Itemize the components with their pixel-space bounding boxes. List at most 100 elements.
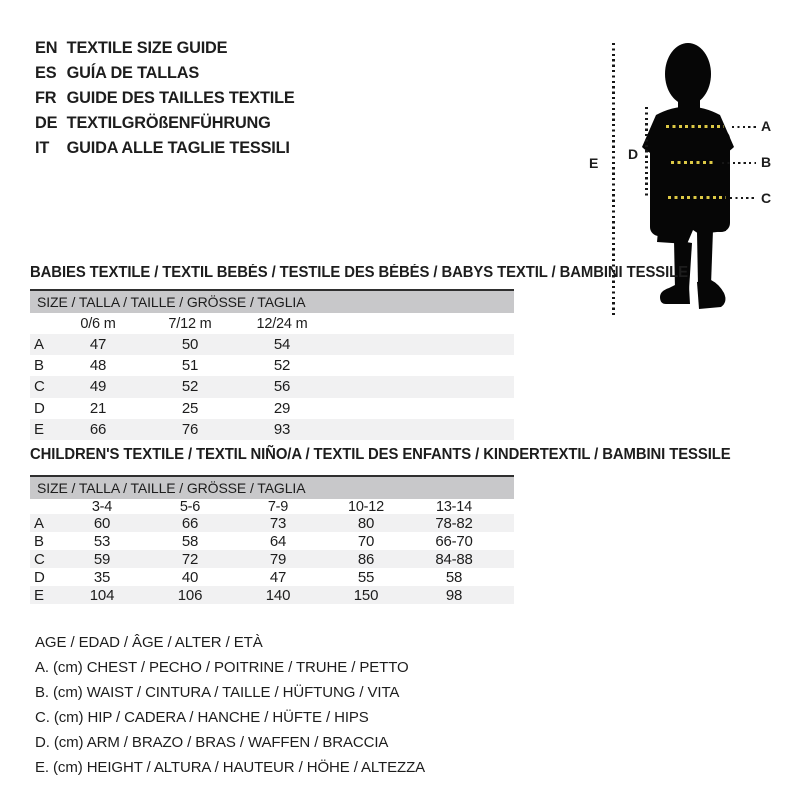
row-label: D (34, 399, 45, 417)
row-label: E (34, 586, 44, 604)
cell-value: 73 (269, 514, 287, 532)
table-row: E 66 76 93 (30, 418, 514, 440)
column-header: 3-4 (91, 498, 113, 515)
cell-value: 72 (181, 550, 199, 568)
table-row: B 53 58 64 70 66-70 (30, 532, 514, 550)
column-header: 0/6 m (80, 315, 116, 332)
table-row: D 21 25 29 (30, 398, 514, 419)
language-label: TEXTILGRÖßENFÜHRUNG (66, 112, 271, 132)
children-size-header-band: SIZE / TALLA / TAILLE / GRÖSSE / TAGLIA (30, 475, 514, 499)
row-label: E (34, 420, 44, 438)
legend-line: D. (cm) ARM / BRAZO / BRAS / WAFFEN / BR… (35, 734, 389, 751)
cell-value: 49 (89, 378, 107, 396)
hip-leader-line-c (730, 196, 754, 199)
height-measure-line-e (612, 43, 615, 318)
measure-label-e: E (589, 155, 599, 171)
table-row: A 47 50 54 (30, 334, 514, 356)
cell-value: 66-70 (435, 532, 473, 550)
cell-value: 29 (273, 399, 291, 417)
cell-value: 150 (353, 586, 379, 604)
cell-value: 98 (445, 586, 463, 604)
babies-column-header-row: 0/6 m 7/12 m 12/24 m (30, 313, 514, 334)
language-code: ES (35, 63, 57, 83)
cell-value: 54 (273, 336, 291, 354)
table-row: E 104 106 140 150 98 (30, 586, 514, 604)
children-column-header-row: 3-4 5-6 7-9 10-12 13-14 (30, 498, 514, 515)
row-label: A (34, 514, 44, 532)
cell-value: 70 (357, 532, 375, 550)
row-label: B (34, 532, 44, 550)
cell-value: 86 (357, 550, 375, 568)
cell-value: 64 (269, 532, 287, 550)
chest-leader-line-a (732, 125, 756, 128)
cell-value: 53 (93, 532, 111, 550)
measure-label-c: C (761, 190, 772, 206)
cell-value: 25 (181, 399, 199, 417)
cell-value: 106 (177, 586, 203, 604)
cell-value: 58 (445, 568, 463, 586)
language-header: EN TEXTILE SIZE GUIDE ES GUÍA DE TALLAS … (35, 36, 305, 160)
cell-value: 93 (273, 420, 291, 438)
language-row: ES GUÍA DE TALLAS (35, 61, 295, 86)
language-row: DE TEXTILGRÖßENFÜHRUNG (35, 110, 295, 135)
column-header: 7/12 m (168, 315, 212, 332)
row-label: C (34, 378, 45, 396)
waist-leader-line-b (722, 161, 756, 164)
cell-value: 52 (181, 378, 199, 396)
column-header: 7-9 (267, 498, 289, 515)
cell-value: 84-88 (435, 550, 473, 568)
language-code: DE (35, 112, 58, 132)
column-header: 12/24 m (256, 315, 308, 332)
cell-value: 51 (181, 357, 199, 375)
row-label: C (34, 550, 45, 568)
cell-value: 47 (89, 336, 107, 354)
language-row: FR GUIDE DES TAILLES TEXTILE (35, 86, 295, 111)
cell-value: 50 (181, 336, 199, 354)
language-label: GUÍA DE TALLAS (66, 63, 200, 83)
measure-label-a: A (761, 118, 772, 134)
measure-label-b: B (761, 154, 772, 170)
hip-measure-line-c (668, 196, 726, 199)
language-code: IT (35, 137, 50, 157)
language-code: FR (35, 87, 57, 107)
column-header: 13-14 (435, 498, 473, 515)
language-label: TEXTILE SIZE GUIDE (66, 38, 228, 58)
cell-value: 104 (89, 586, 115, 604)
cell-value: 55 (357, 568, 375, 586)
arm-measure-line-d (645, 107, 648, 196)
measurement-legend: AGE / EDAD / ÂGE / ALTER / ETÀ A. (cm) C… (35, 630, 425, 780)
legend-line: AGE / EDAD / ÂGE / ALTER / ETÀ (35, 634, 263, 651)
cell-value: 52 (273, 357, 291, 375)
cell-value: 76 (181, 420, 199, 438)
children-section-title: CHILDREN'S TEXTILE / TEXTIL NIÑO/A / TEX… (30, 446, 731, 463)
language-row: EN TEXTILE SIZE GUIDE (35, 36, 295, 61)
legend-line: C. (cm) HIP / CADERA / HANCHE / HÜFTE / … (35, 709, 369, 726)
language-row: IT GUIDA ALLE TAGLIE TESSILI (35, 135, 295, 160)
cell-value: 140 (265, 586, 291, 604)
babies-section-title: BABIES TEXTILE / TEXTIL BEBÉS / TESTILE … (30, 264, 688, 281)
cell-value: 47 (269, 568, 287, 586)
table-row: D 35 40 47 55 58 (30, 568, 514, 586)
table-row: C 59 72 79 86 84-88 (30, 550, 514, 568)
row-label: D (34, 568, 45, 586)
cell-value: 56 (273, 378, 291, 396)
size-header-text: SIZE / TALLA / TAILLE / GRÖSSE / TAGLIA (37, 294, 306, 310)
cell-value: 40 (181, 568, 199, 586)
language-label: GUIDE DES TAILLES TEXTILE (66, 87, 295, 107)
cell-value: 66 (181, 514, 199, 532)
cell-value: 21 (89, 399, 107, 417)
column-header: 5-6 (179, 498, 201, 515)
legend-line: E. (cm) HEIGHT / ALTURA / HAUTEUR / HÖHE… (35, 759, 426, 776)
table-row: C 49 52 56 (30, 376, 514, 398)
child-silhouette (642, 43, 734, 309)
row-label: A (34, 336, 44, 354)
cell-value: 48 (89, 357, 107, 375)
babies-size-header-band: SIZE / TALLA / TAILLE / GRÖSSE / TAGLIA (30, 289, 514, 313)
table-row: B 48 51 52 (30, 355, 514, 376)
cell-value: 66 (89, 420, 107, 438)
language-code: EN (35, 38, 58, 58)
chest-measure-line-a (666, 125, 724, 128)
cell-value: 35 (93, 568, 111, 586)
cell-value: 59 (93, 550, 111, 568)
